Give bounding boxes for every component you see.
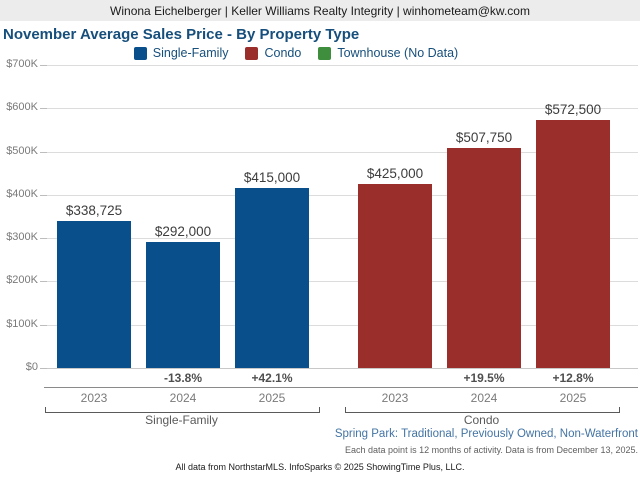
pct-change-label: +12.8% bbox=[552, 371, 594, 385]
y-axis-tick bbox=[40, 194, 47, 196]
legend-label: Single-Family bbox=[152, 46, 229, 60]
year-label: 2023 bbox=[80, 391, 108, 405]
y-axis-label: $0 bbox=[25, 361, 38, 373]
y-axis-tick bbox=[40, 151, 47, 153]
bar-condo-2025 bbox=[536, 120, 610, 368]
y-axis-tick bbox=[40, 281, 47, 283]
y-axis-label: $300K bbox=[6, 231, 38, 244]
bar-single-family-2025 bbox=[235, 188, 309, 368]
bar-single-family-2023 bbox=[57, 221, 131, 368]
legend-item-condo: Condo bbox=[245, 46, 301, 60]
pct-change-label: -13.8% bbox=[163, 371, 203, 385]
y-axis-tick bbox=[40, 108, 47, 110]
single-family-swatch-icon bbox=[133, 46, 147, 60]
legend-label: Condo bbox=[264, 46, 302, 60]
y-axis-label: $700K bbox=[6, 58, 38, 70]
year-label: 2023 bbox=[381, 391, 409, 405]
y-axis-label: $400K bbox=[6, 187, 38, 200]
data-note-text: Each data point is 12 months of activity… bbox=[345, 445, 638, 455]
filter-criteria-text: Spring Park: Traditional, Previously Own… bbox=[334, 428, 638, 440]
condo-swatch-icon bbox=[245, 46, 259, 60]
y-axis-tick bbox=[40, 65, 47, 66]
y-axis-label: $600K bbox=[6, 101, 38, 114]
legend-item-townhouse: Townhouse (No Data) bbox=[318, 46, 458, 60]
pct-change-label: +42.1% bbox=[251, 371, 293, 385]
gridline bbox=[40, 324, 638, 326]
x-axis-line bbox=[44, 387, 638, 388]
contact-header-text: Winona Eichelberger | Keller Williams Re… bbox=[110, 3, 530, 18]
gridline bbox=[40, 65, 638, 66]
bar-value-label: $292,000 bbox=[154, 223, 212, 239]
bar-single-family-2024 bbox=[146, 241, 220, 368]
gridline bbox=[40, 281, 638, 283]
gridline bbox=[40, 368, 638, 369]
bar-condo-2024 bbox=[447, 148, 521, 368]
townhouse-swatch-icon bbox=[318, 46, 332, 60]
y-axis-label: $200K bbox=[6, 274, 38, 287]
y-axis-label: $500K bbox=[6, 144, 38, 157]
year-label: 2024 bbox=[169, 391, 197, 405]
y-axis-label: $100K bbox=[6, 317, 38, 330]
bar-value-label: $338,725 bbox=[65, 203, 123, 219]
pct-change-label: +19.5% bbox=[463, 371, 505, 385]
gridline bbox=[40, 194, 638, 196]
y-axis-tick bbox=[40, 324, 47, 326]
y-axis-tick bbox=[40, 238, 47, 240]
gridline bbox=[40, 151, 638, 153]
y-axis-tick bbox=[40, 368, 47, 369]
bar-value-label: $572,500 bbox=[544, 102, 602, 118]
condo-group-bracket bbox=[345, 407, 620, 413]
legend-label: Townhouse (No Data) bbox=[337, 46, 459, 60]
legend-item-single-family: Single-Family bbox=[133, 46, 229, 60]
year-label: 2024 bbox=[470, 391, 498, 405]
bar-value-label: $415,000 bbox=[243, 170, 301, 186]
single-family-group-bracket bbox=[45, 407, 320, 413]
bar-value-label: $507,750 bbox=[455, 130, 513, 146]
attribution-text: All data from NorthstarMLS. InfoSparks ©… bbox=[175, 462, 465, 472]
gridline bbox=[40, 238, 638, 240]
contact-header-bar: Winona Eichelberger | Keller Williams Re… bbox=[0, 0, 640, 21]
chart-title: November Average Sales Price - By Proper… bbox=[3, 26, 360, 43]
gridline bbox=[40, 108, 638, 110]
group-label-condo: Condo bbox=[463, 413, 500, 427]
year-label: 2025 bbox=[559, 391, 587, 405]
chart-legend: Single-Family Condo Townhouse (No Data) bbox=[0, 46, 592, 60]
year-label: 2025 bbox=[258, 391, 286, 405]
group-label-single-family: Single-Family bbox=[145, 413, 218, 427]
bar-value-label: $425,000 bbox=[366, 166, 424, 182]
bar-condo-2023 bbox=[358, 184, 432, 368]
